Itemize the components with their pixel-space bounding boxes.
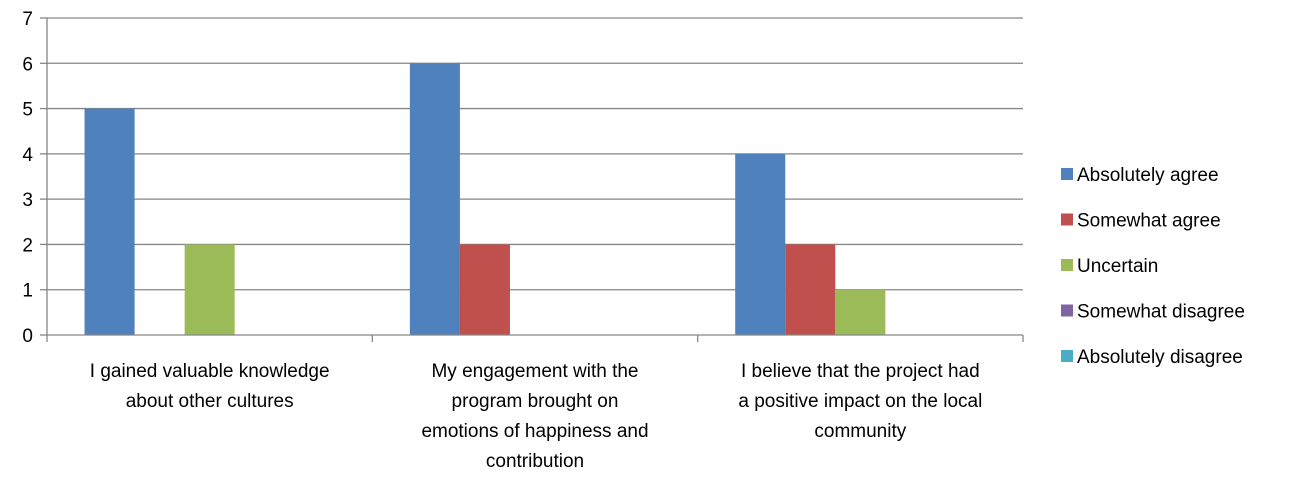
legend-swatch: [1061, 168, 1073, 180]
y-tick-label: 6: [22, 54, 33, 75]
y-tick-label: 1: [22, 281, 33, 302]
bar-somewhat-agree: [785, 244, 836, 335]
category-label-line: My engagement with the: [431, 361, 638, 382]
category-label: I believe that the project had a positive…: [738, 361, 982, 442]
category-label-line: program brought on: [452, 391, 619, 412]
legend-label: Uncertain: [1077, 256, 1158, 277]
legend-label: Somewhat disagree: [1077, 302, 1245, 323]
legend-swatch: [1061, 213, 1073, 226]
y-tick-label: 5: [22, 100, 33, 121]
bar-somewhat-agree: [459, 244, 510, 335]
category-label-line: contribution: [486, 451, 584, 472]
category-label-line: a positive impact on the local: [738, 391, 982, 412]
category-label: My engagement with the program brought on…: [421, 361, 648, 472]
category-label-line: community: [814, 421, 906, 442]
y-tick-label: 2: [22, 235, 33, 256]
category-label-line: I gained valuable knowledge: [90, 361, 330, 382]
legend-label: Absolutely agree: [1077, 165, 1219, 186]
legend: Absolutely agree Somewhat agree Uncertain S…: [1061, 165, 1245, 368]
axes: [40, 17, 1024, 342]
legend-label: Somewhat agree: [1077, 211, 1221, 232]
bars: [84, 63, 886, 336]
legend-label: Absolutely disagree: [1077, 347, 1243, 368]
bar-uncertain: [184, 244, 235, 335]
y-axis-tick-labels: 0 1 2 3 4 5 6 7: [22, 9, 33, 347]
legend-swatch: [1061, 304, 1073, 317]
y-tick-label: 7: [22, 9, 33, 30]
category-label-line: I believe that the project had: [741, 361, 980, 382]
legend-swatch: [1061, 350, 1073, 362]
y-tick-label: 0: [22, 326, 33, 347]
category-label-line: about other cultures: [126, 391, 294, 412]
bar-absolutely-agree: [84, 108, 135, 335]
y-tick-label: 3: [22, 190, 33, 211]
bar-absolutely-agree: [735, 153, 786, 335]
legend-swatch: [1061, 259, 1073, 271]
bar-absolutely-agree: [409, 63, 460, 336]
bar-uncertain: [835, 289, 886, 335]
category-label: I gained valuable knowledge about other c…: [90, 361, 330, 412]
category-label-line: emotions of happiness and: [421, 421, 648, 442]
x-axis-category-labels: I gained valuable knowledge about other c…: [90, 361, 983, 472]
y-tick-label: 4: [22, 145, 33, 166]
